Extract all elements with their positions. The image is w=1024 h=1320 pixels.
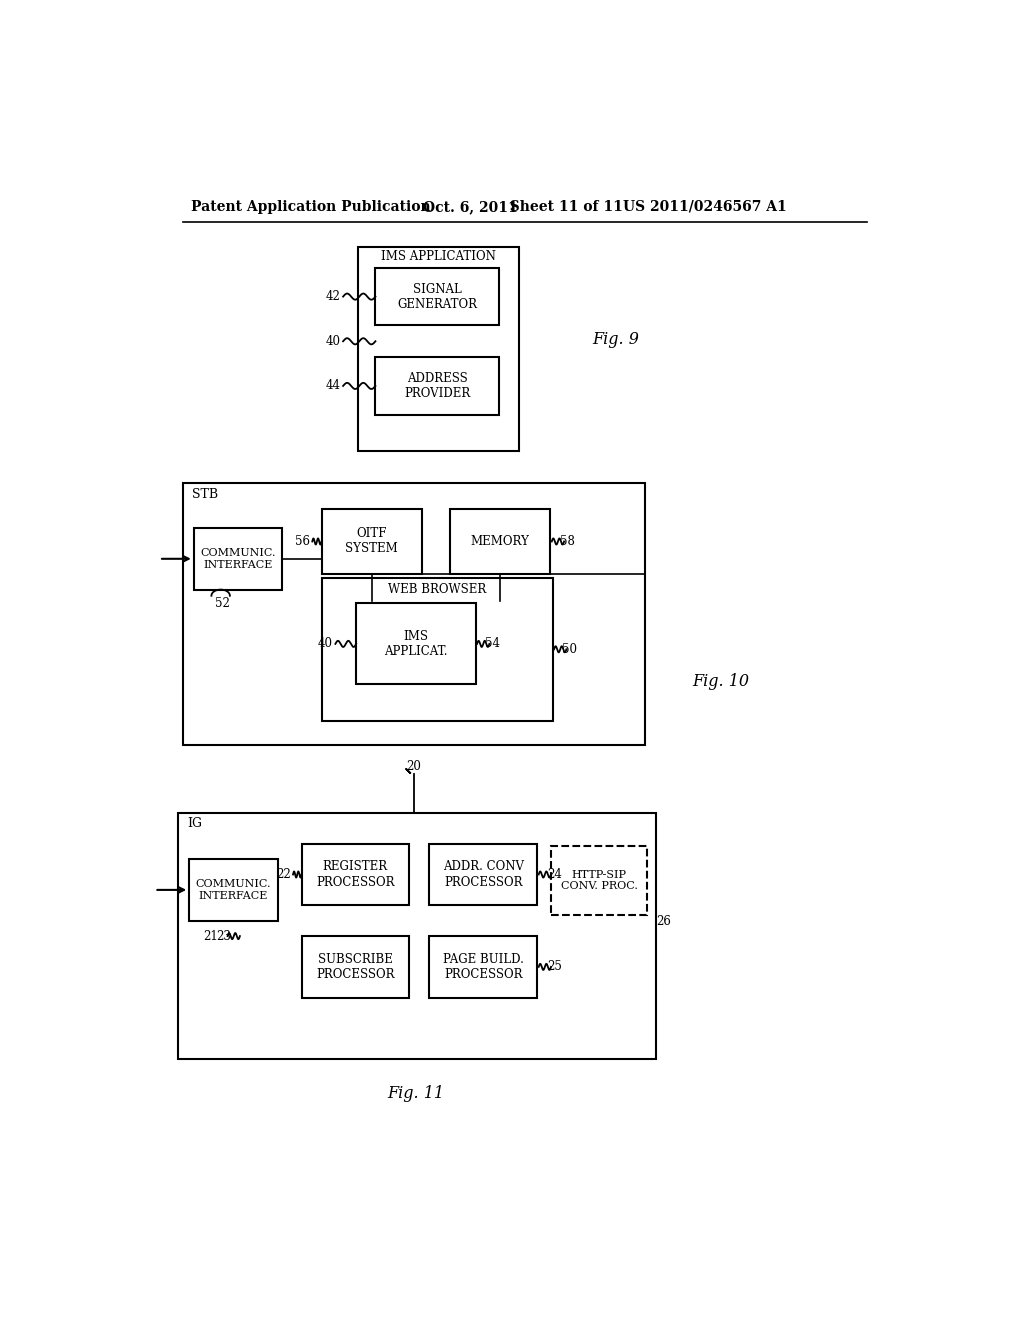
Text: 25: 25 [547, 961, 562, 973]
Text: REGISTER
PROCESSOR: REGISTER PROCESSOR [316, 861, 394, 888]
Text: STB: STB [193, 487, 218, 500]
Text: 24: 24 [547, 869, 562, 880]
Text: 26: 26 [656, 915, 672, 928]
Text: SUBSCRIBE
PROCESSOR: SUBSCRIBE PROCESSOR [316, 953, 394, 981]
Text: 42: 42 [326, 290, 341, 304]
Text: 22: 22 [276, 869, 291, 880]
Text: 44: 44 [326, 379, 341, 392]
Text: IG: IG [187, 817, 203, 830]
Text: 56: 56 [295, 535, 310, 548]
Bar [322, 508, 422, 574]
Text: ADDRESS
PROVIDER: ADDRESS PROVIDER [403, 372, 470, 400]
Bar [376, 358, 499, 414]
Text: 40: 40 [326, 335, 341, 347]
Text: 21: 21 [203, 929, 218, 942]
Bar [429, 936, 538, 998]
Text: Sheet 11 of 11: Sheet 11 of 11 [500, 199, 623, 214]
Text: Oct. 6, 2011: Oct. 6, 2011 [423, 199, 518, 214]
Bar [551, 846, 647, 915]
Text: ADDR. CONV
PROCESSOR: ADDR. CONV PROCESSOR [442, 861, 523, 888]
Bar [194, 528, 283, 590]
Bar [376, 268, 499, 326]
Text: COMMUNIC.
INTERFACE: COMMUNIC. INTERFACE [201, 548, 275, 570]
Bar [429, 843, 538, 906]
Bar [301, 936, 410, 998]
Text: 54: 54 [485, 638, 500, 651]
Text: 23: 23 [216, 929, 230, 942]
Bar [322, 578, 553, 721]
Bar [356, 603, 475, 684]
Bar [183, 483, 645, 744]
Text: OITF
SYSTEM: OITF SYSTEM [345, 528, 398, 556]
Text: WEB BROWSER: WEB BROWSER [388, 583, 486, 597]
Bar [451, 508, 550, 574]
Text: US 2011/0246567 A1: US 2011/0246567 A1 [624, 199, 787, 214]
Bar [301, 843, 410, 906]
Text: MEMORY: MEMORY [471, 535, 529, 548]
Text: Patent Application Publication: Patent Application Publication [190, 199, 430, 214]
Text: 50: 50 [562, 643, 578, 656]
Text: IMS APPLICATION: IMS APPLICATION [381, 251, 496, 264]
Bar [357, 247, 519, 451]
Text: PAGE BUILD.
PROCESSOR: PAGE BUILD. PROCESSOR [442, 953, 523, 981]
Text: Fig. 9: Fig. 9 [593, 331, 639, 348]
Text: 20: 20 [407, 760, 421, 774]
Text: SIGNAL
GENERATOR: SIGNAL GENERATOR [397, 282, 477, 310]
Text: COMMUNIC.
INTERFACE: COMMUNIC. INTERFACE [196, 879, 271, 900]
Text: Fig. 10: Fig. 10 [692, 673, 750, 690]
Text: 52: 52 [215, 597, 230, 610]
Bar [189, 859, 278, 921]
Text: 58: 58 [560, 535, 574, 548]
Text: Fig. 11: Fig. 11 [387, 1085, 444, 1102]
Bar [178, 813, 655, 1059]
Text: HTTP-SIP
CONV. PROC.: HTTP-SIP CONV. PROC. [561, 870, 638, 891]
Text: IMS
APPLICAT.: IMS APPLICAT. [384, 630, 447, 657]
Text: 40: 40 [318, 638, 333, 651]
